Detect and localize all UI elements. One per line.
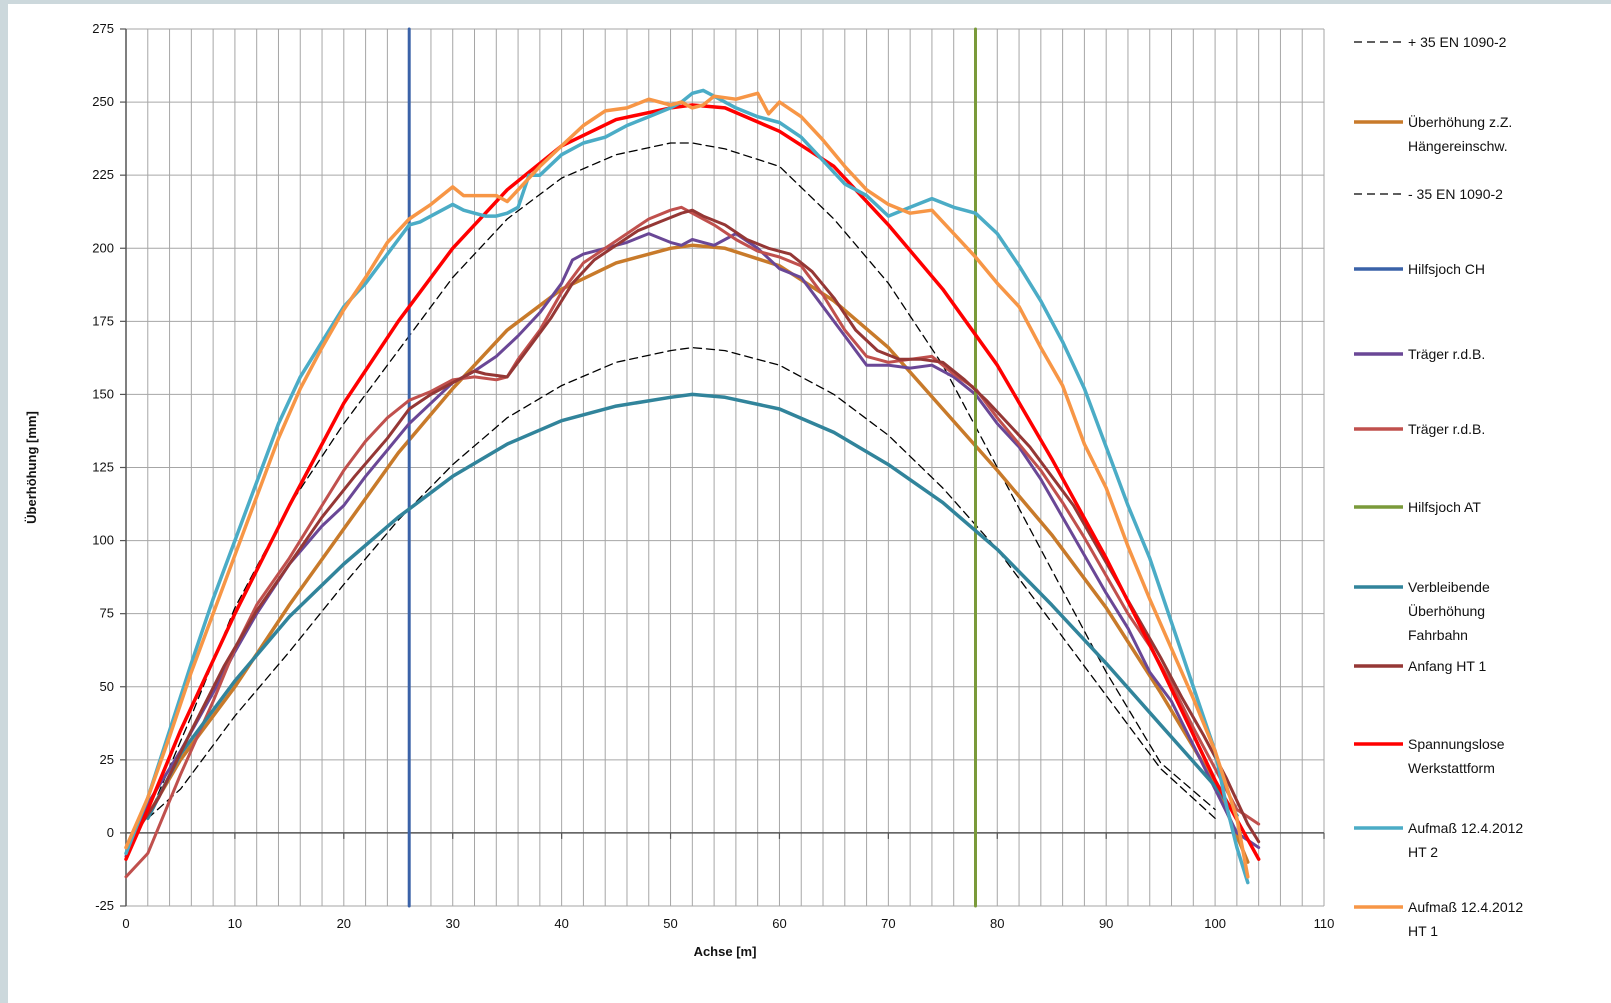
legend-label: Aufmaß 12.4.2012 (1408, 899, 1523, 915)
x-tick-label: 60 (772, 916, 786, 931)
series-line-2 (146, 243, 1250, 864)
y-tick-label: 0 (107, 825, 114, 840)
series-line-5 (124, 232, 1261, 858)
legend-label: Überhöhung z.Z. (1408, 113, 1512, 130)
line-chart: -25 0 25 50 75 100 125 150 175 200 225 250 275 0 10 20 3… (24, 21, 1523, 959)
y-tick-label: 250 (92, 94, 114, 109)
legend-label: Überhöhung (1408, 602, 1485, 619)
legend-label: Spannungslose (1408, 736, 1505, 752)
legend-label: Hilfsjoch CH (1408, 261, 1485, 277)
x-tick-label: 10 (228, 916, 242, 931)
y-tick-label: 50 (100, 679, 114, 694)
x-tick-label: 100 (1204, 916, 1226, 931)
y-tick-label: 225 (92, 167, 114, 182)
legend-label: Verbleibende (1408, 579, 1490, 595)
legend-label: Werkstattform (1408, 760, 1495, 776)
series-line-12 (124, 91, 1250, 879)
legend-label: Fahrbahn (1408, 627, 1468, 643)
legend-label: + 35 EN 1090-2 (1408, 34, 1507, 50)
legend-label: Hilfsjoch AT (1408, 499, 1481, 515)
y-axis-title: Überhöhung [mm] (24, 411, 39, 524)
tick-labels: -25 0 25 50 75 100 125 150 175 200 225 250 275 0 10 20 3… (92, 21, 1334, 931)
legend-label: Träger r.d.B. (1408, 421, 1485, 437)
series-line-6 (124, 205, 1261, 879)
legend: + 35 EN 1090-2 Überhöhung z.Z. Hängereinsc… (1354, 34, 1523, 939)
x-tick-label: 30 (445, 916, 459, 931)
series-line-8 (146, 392, 1239, 821)
series-line-3 (147, 346, 1216, 819)
x-tick-label: 80 (990, 916, 1004, 931)
x-tick-label: 70 (881, 916, 895, 931)
y-tick-label: 75 (100, 606, 114, 621)
legend-label: Hängereinschw. (1408, 138, 1508, 154)
x-tick-label: 0 (122, 916, 129, 931)
axes (120, 28, 1325, 907)
y-tick-label: 25 (100, 752, 114, 767)
y-tick-label: 150 (92, 386, 114, 401)
legend-label: - 35 EN 1090-2 (1408, 186, 1503, 202)
legend-label: Aufmaß 12.4.2012 (1408, 820, 1523, 836)
x-tick-label: 40 (554, 916, 568, 931)
series-line-10 (124, 103, 1261, 861)
y-tick-label: 125 (92, 460, 114, 475)
grid-lines (125, 28, 1325, 907)
legend-label: Anfang HT 1 (1408, 658, 1487, 674)
legend-label: Träger r.d.B. (1408, 346, 1485, 362)
series-line-9 (124, 208, 1261, 849)
chart-frame: -25 0 25 50 75 100 125 150 175 200 225 250 275 0 10 20 3… (8, 4, 1611, 1003)
y-tick-label: -25 (95, 898, 114, 913)
y-tick-label: 200 (92, 240, 114, 255)
series-group (124, 27, 1261, 908)
legend-label: HT 2 (1408, 844, 1438, 860)
legend-label: HT 1 (1408, 923, 1438, 939)
x-tick-label: 50 (663, 916, 677, 931)
x-tick-label: 90 (1099, 916, 1113, 931)
series-line-1 (147, 142, 1216, 819)
y-tick-label: 100 (92, 533, 114, 548)
x-tick-label: 110 (1314, 916, 1335, 931)
y-tick-label: 175 (92, 313, 114, 328)
y-tick-label: 275 (92, 21, 114, 36)
x-axis-title: Achse [m] (694, 944, 757, 959)
x-tick-label: 20 (337, 916, 351, 931)
